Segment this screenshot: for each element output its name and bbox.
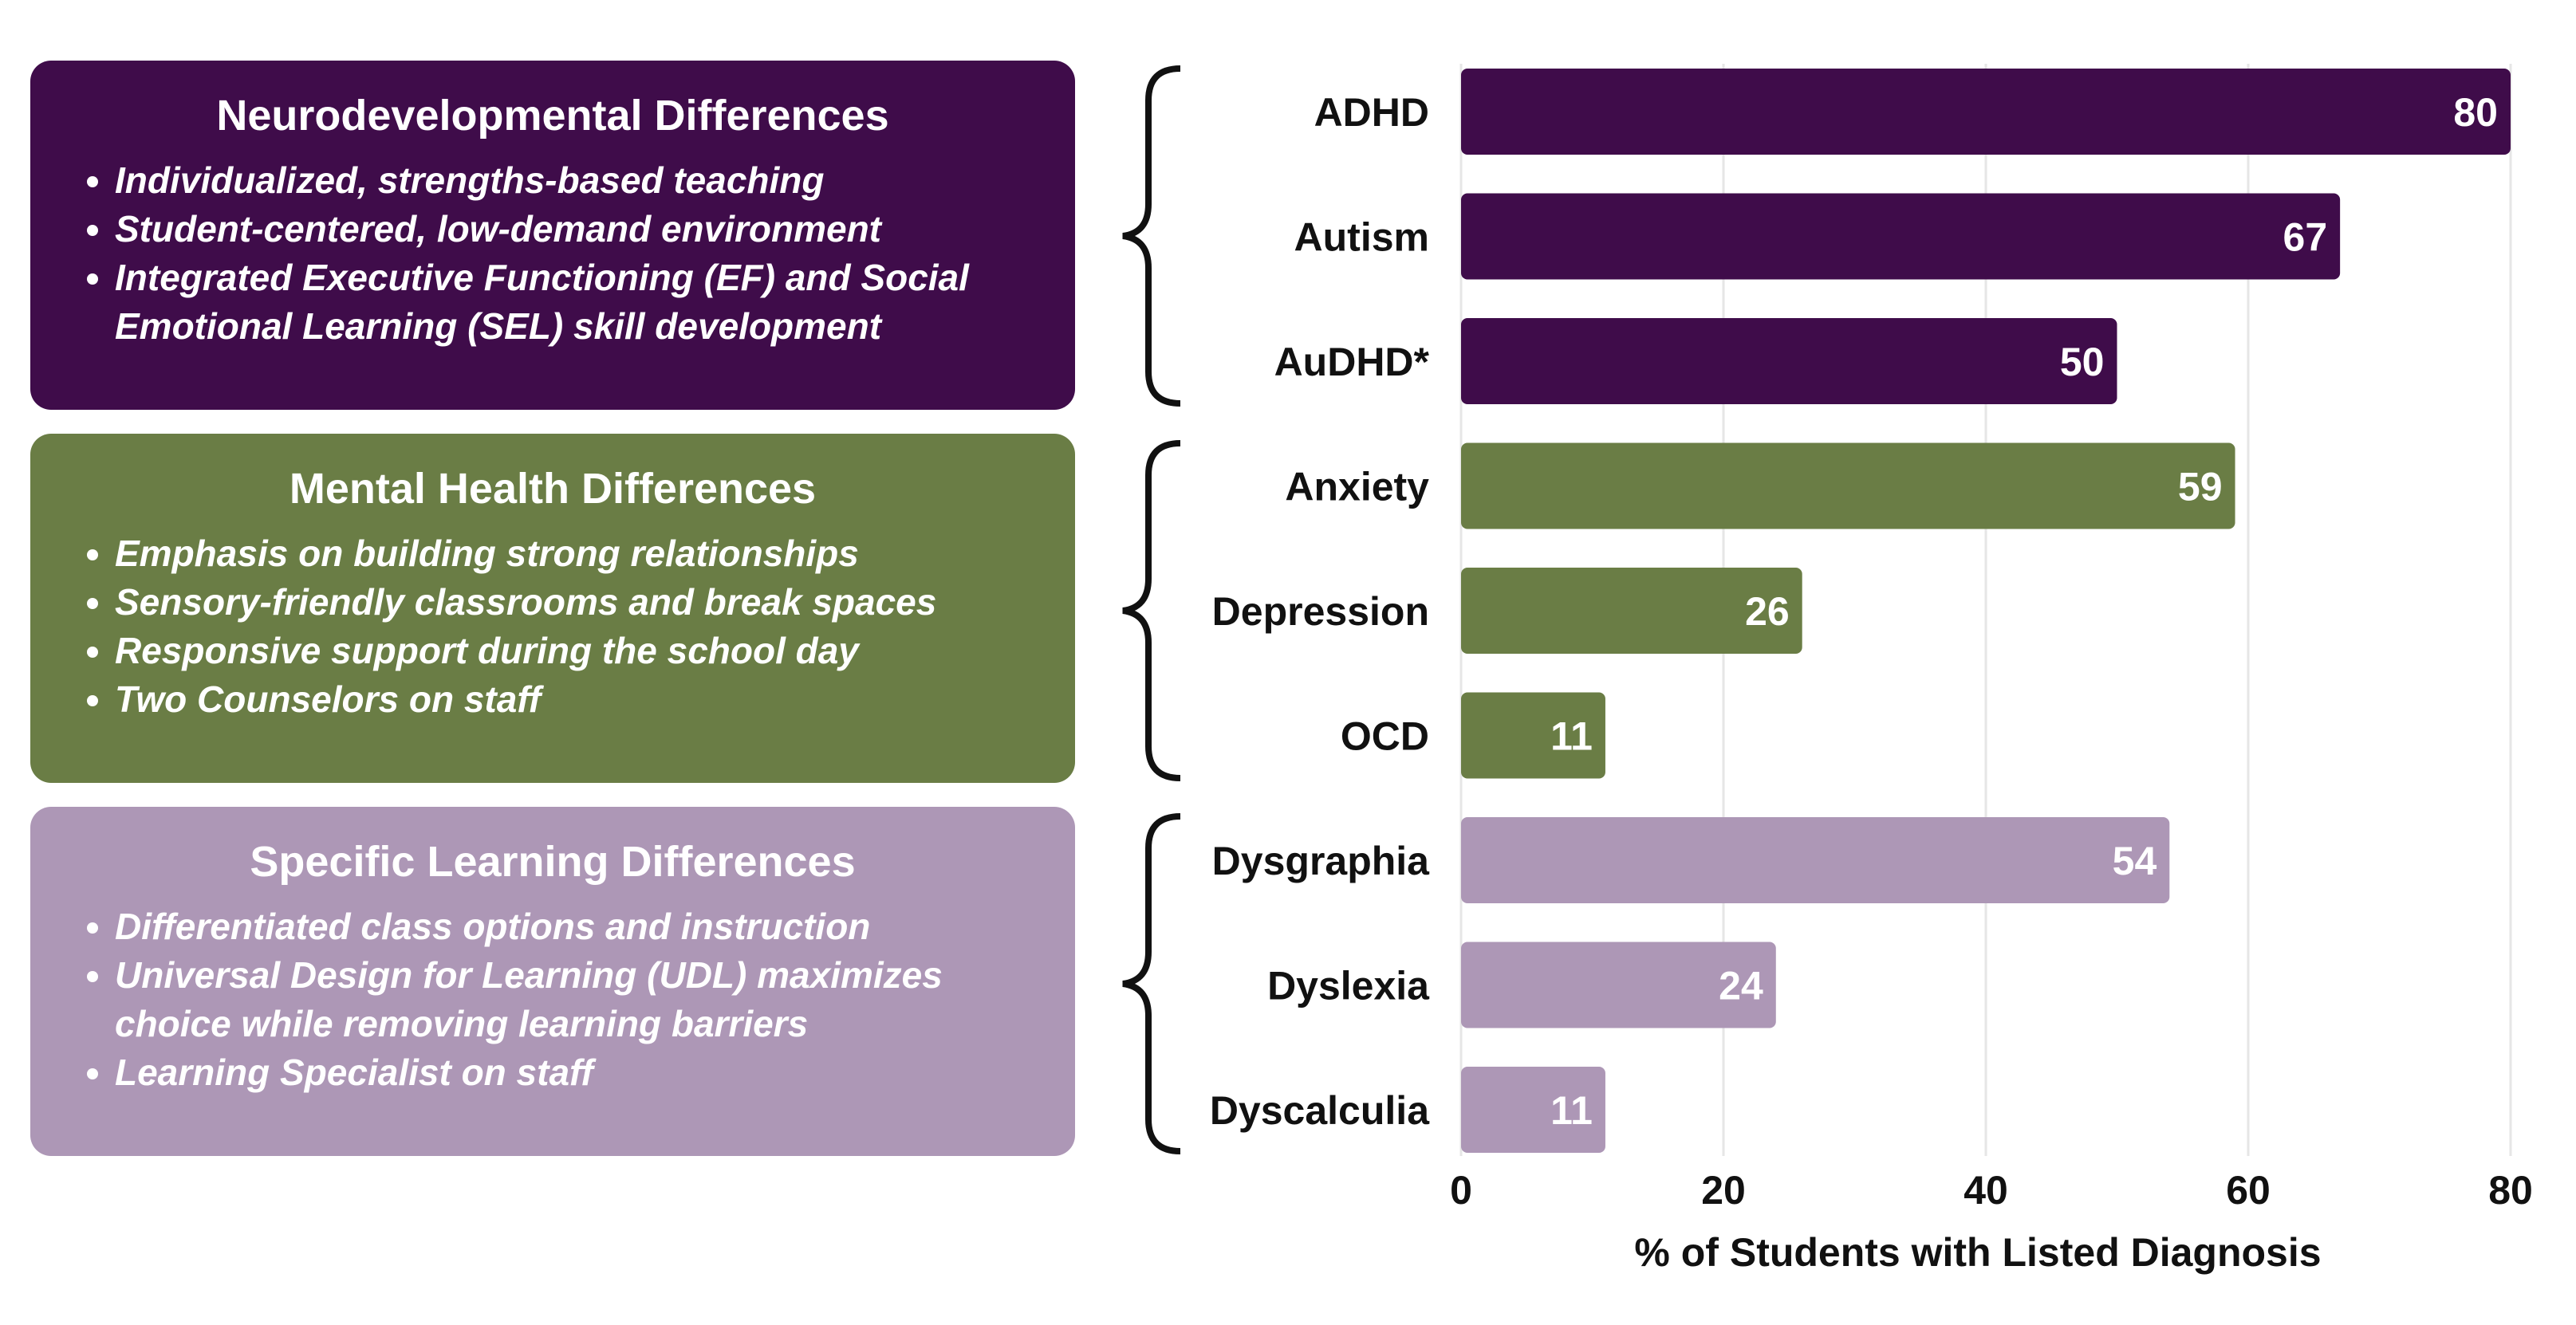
value-label: 54 xyxy=(2113,839,2157,883)
value-label: 24 xyxy=(1719,964,1763,1008)
panel-neurodevelopmental: Neurodevelopmental Differences Individua… xyxy=(30,61,1075,410)
panel-learning: Specific Learning Differences Differenti… xyxy=(30,807,1075,1156)
brace-neurodevelopmental xyxy=(1122,65,1181,407)
x-tick-label: 60 xyxy=(2226,1168,2271,1213)
bar xyxy=(1461,1067,1605,1153)
bullet-item: Individualized, strengths-based teaching xyxy=(115,156,1035,205)
value-label: 11 xyxy=(1550,714,1593,759)
category-label: OCD xyxy=(1341,714,1429,759)
bar xyxy=(1461,692,1605,779)
bullet-list: Emphasis on building strong relationship… xyxy=(70,529,1035,724)
category-label: Autism xyxy=(1294,215,1429,260)
x-axis-title: % of Students with Listed Diagnosis xyxy=(1634,1230,2321,1275)
bar xyxy=(1461,442,2235,529)
panel-title: Specific Learning Differences xyxy=(250,838,856,886)
bar xyxy=(1461,568,1802,654)
x-tick-label: 20 xyxy=(1701,1168,1746,1213)
bullet-list: Individualized, strengths-based teaching… xyxy=(70,156,1035,351)
brace-mental-health xyxy=(1122,440,1181,781)
category-label: Dysgraphia xyxy=(1212,839,1431,883)
value-label: 50 xyxy=(2060,340,2105,384)
bullet-item: Sensory-friendly classrooms and break sp… xyxy=(115,578,1035,627)
panel-title: Neurodevelopmental Differences xyxy=(216,92,889,140)
value-label: 26 xyxy=(1745,589,1790,634)
panel-title: Mental Health Differences xyxy=(289,465,817,513)
value-label: 59 xyxy=(2178,465,2223,509)
x-tick-label: 80 xyxy=(2488,1168,2533,1213)
value-label: 67 xyxy=(2283,215,2328,260)
category-label: Anxiety xyxy=(1285,465,1429,509)
bullet-item: Universal Design for Learning (UDL) maxi… xyxy=(115,951,1035,1048)
bar xyxy=(1461,942,1776,1028)
category-label: Dyslexia xyxy=(1267,964,1430,1008)
bar xyxy=(1461,69,2511,155)
bullet-item: Student-centered, low-demand environment xyxy=(115,205,1035,254)
brace-learning xyxy=(1122,813,1181,1154)
bullet-item: Integrated Executive Functioning (EF) an… xyxy=(115,254,1035,351)
category-label: Depression xyxy=(1212,589,1429,634)
bars xyxy=(1461,69,2511,1153)
bullet-item: Emphasis on building strong relationship… xyxy=(115,529,1035,578)
category-label: AuDHD* xyxy=(1274,340,1430,384)
group-braces xyxy=(1122,65,1181,1154)
bar xyxy=(1461,318,2117,404)
value-label: 80 xyxy=(2453,90,2498,135)
x-tick-label: 0 xyxy=(1450,1168,1472,1213)
category-labels: ADHD Autism AuDHD* Anxiety Depression OCD Dysg… xyxy=(1210,90,1430,1133)
bullet-item: Responsive support during the school day xyxy=(115,627,1035,675)
bar xyxy=(1461,193,2341,280)
bar xyxy=(1461,817,2170,903)
x-tick-labels: 0 20 40 60 80 xyxy=(1450,1168,2533,1213)
bullet-item: Learning Specialist on staff xyxy=(115,1048,1035,1097)
value-label: 11 xyxy=(1550,1088,1593,1133)
value-labels: 80 67 50 59 26 11 54 24 11 xyxy=(1550,90,2498,1133)
bullet-list: Differentiated class options and instruc… xyxy=(70,902,1035,1097)
bullet-item: Two Counselors on staff xyxy=(115,675,1035,724)
bullet-item: Differentiated class options and instruc… xyxy=(115,902,1035,951)
category-label: ADHD xyxy=(1314,90,1429,135)
x-tick-label: 40 xyxy=(1964,1168,2008,1213)
panel-mental-health: Mental Health Differences Emphasis on bu… xyxy=(30,434,1075,783)
category-label: Dyscalculia xyxy=(1210,1088,1430,1133)
